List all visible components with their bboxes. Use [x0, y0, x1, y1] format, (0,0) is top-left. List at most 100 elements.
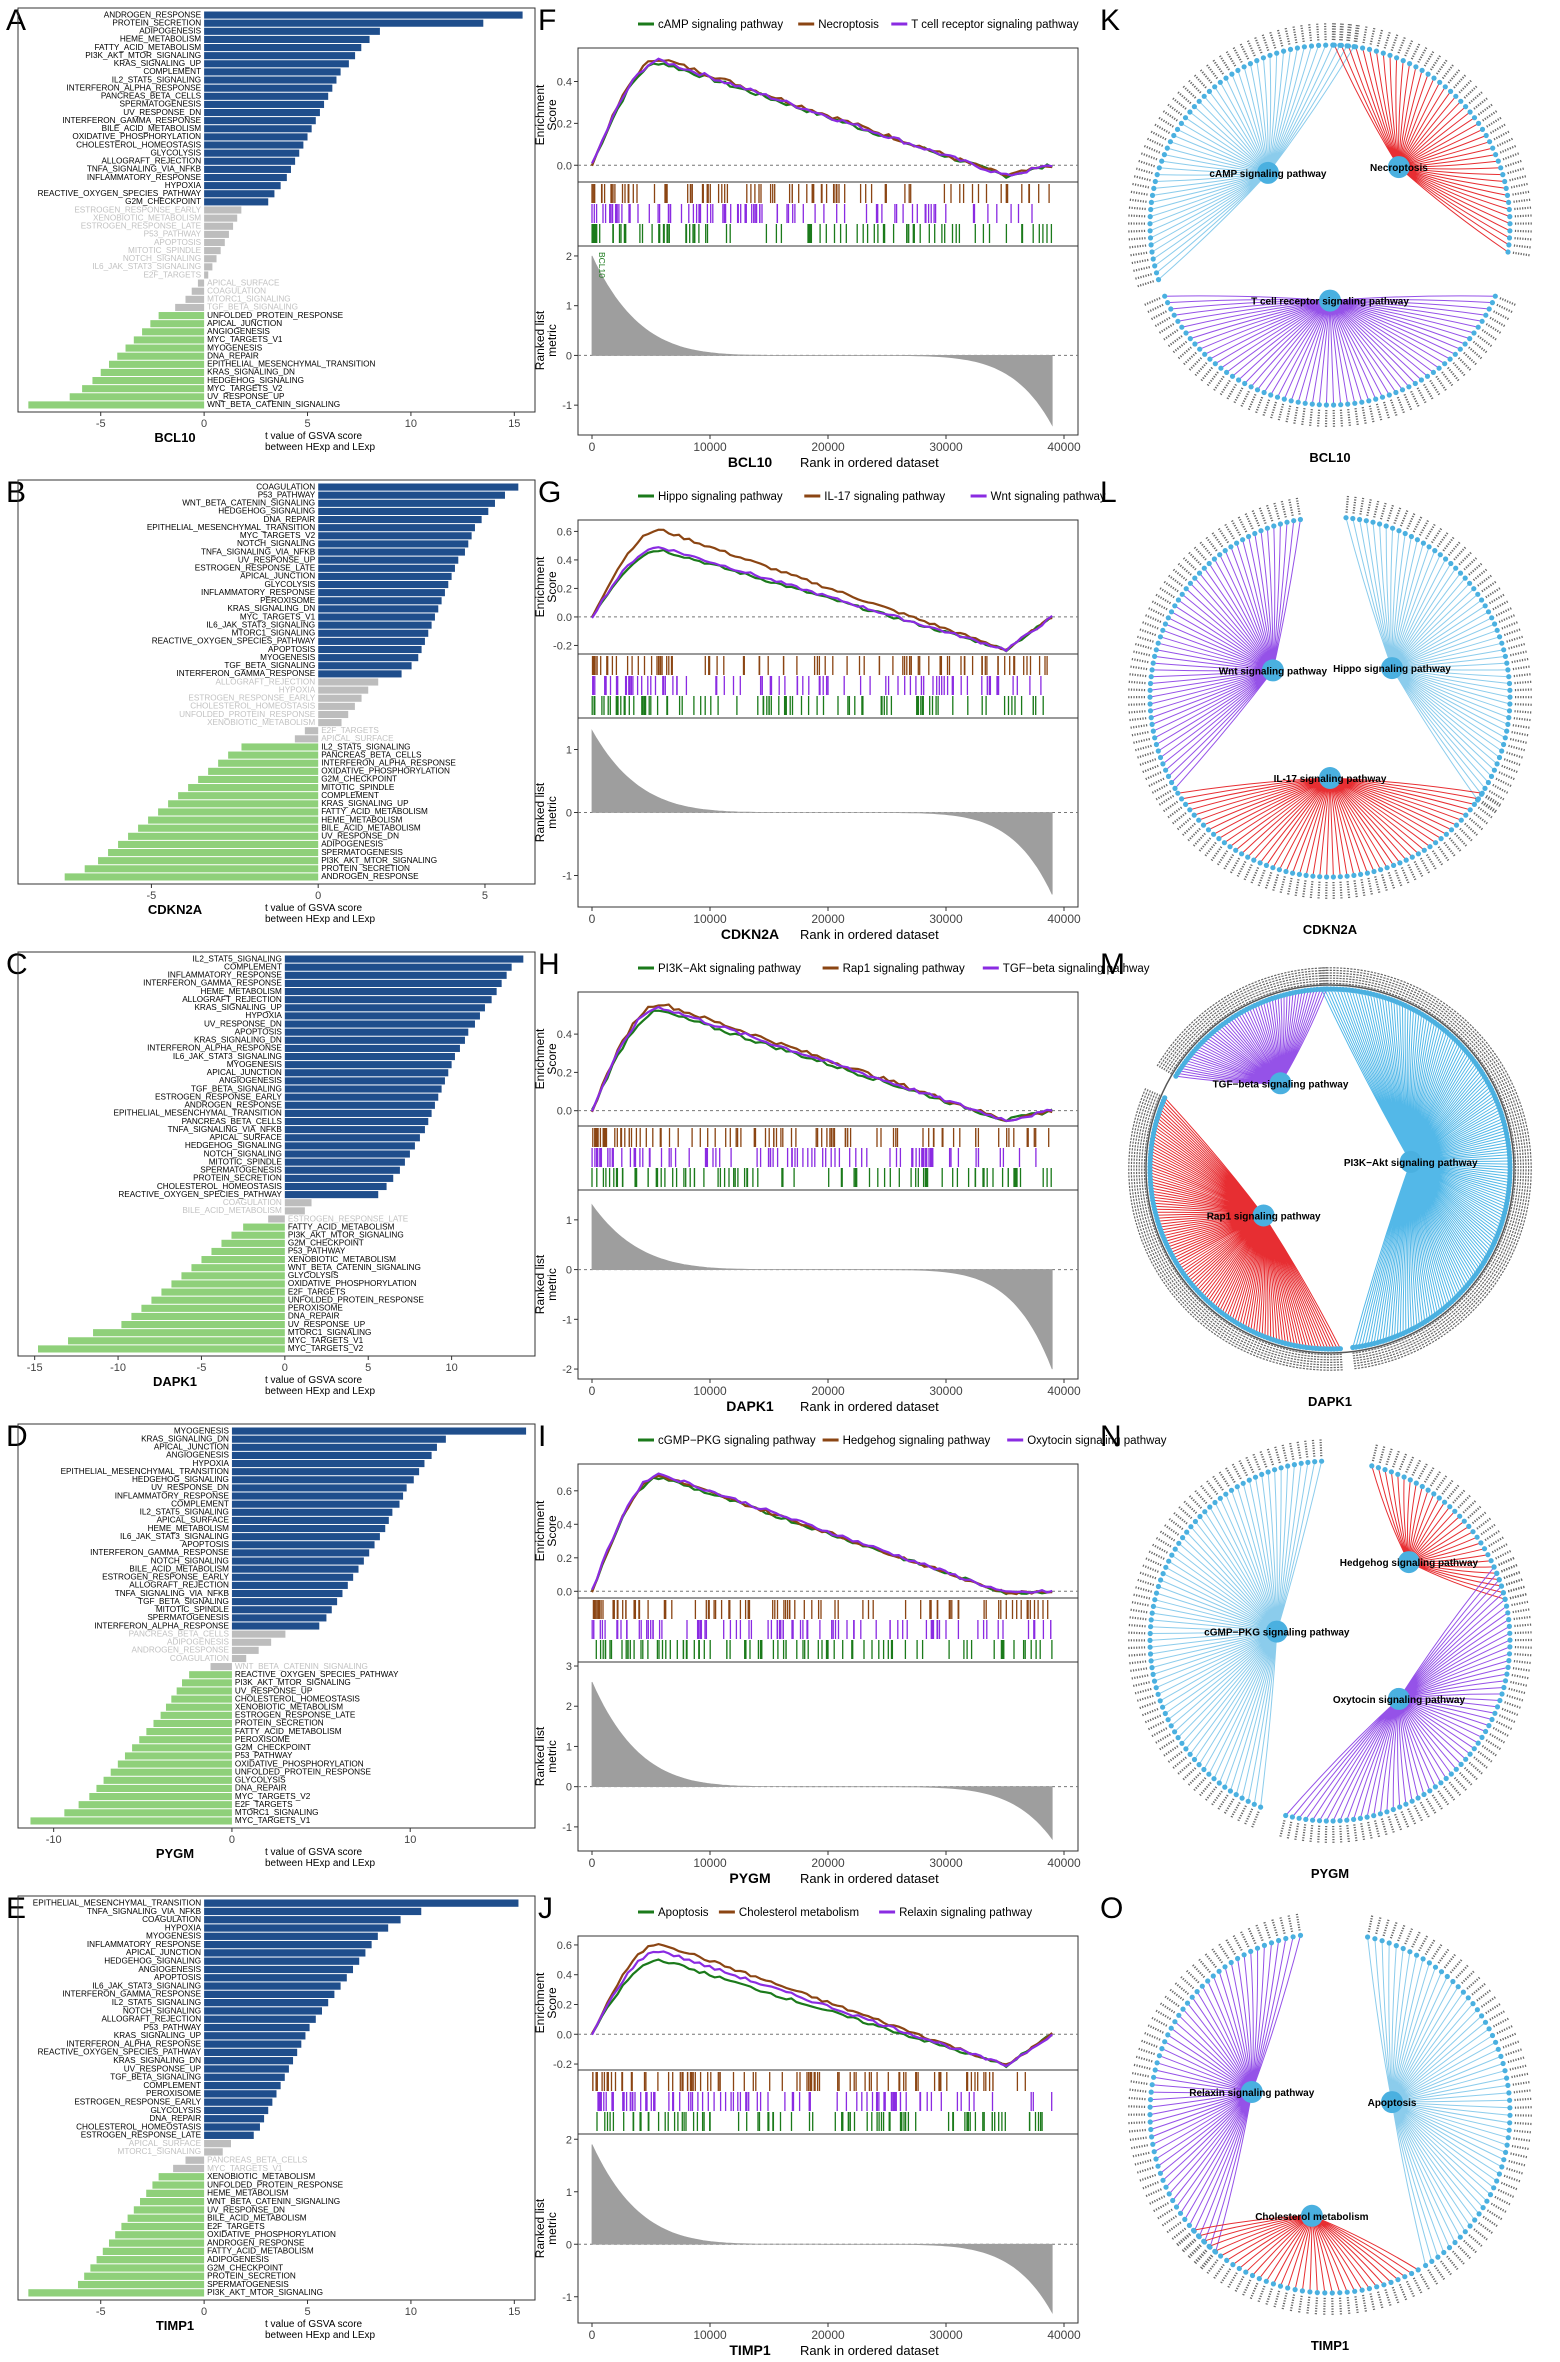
hallmark-bar [181, 1272, 285, 1280]
hallmark-bar [318, 670, 402, 678]
gene-label-mark [1224, 523, 1235, 540]
hallmark-label: ANGIOGENESIS [219, 1076, 282, 1085]
gene-node [1206, 560, 1212, 567]
gene-node [1184, 1529, 1190, 1535]
hallmark-bar [208, 767, 319, 775]
gene-label-mark [1358, 1351, 1364, 1369]
gene-label-mark [1172, 568, 1188, 582]
gene-label-mark [1360, 1823, 1366, 1841]
hallmark-bar [231, 1451, 432, 1459]
gene-label-mark [1287, 1915, 1294, 1933]
gene-label-mark [1398, 2283, 1408, 2301]
network-edges [1149, 1097, 1341, 1350]
hallmark-label: G2M_CHECKPOINT [207, 2263, 283, 2272]
gene-node [1234, 540, 1240, 546]
gene-node [1147, 2112, 1153, 2118]
gene-label-mark [1449, 1308, 1463, 1324]
gene-label-mark [1439, 1316, 1452, 1332]
gene-label-mark [1131, 2071, 1149, 2078]
hallmark-bar [204, 247, 221, 255]
y-tick-label: 0.2 [557, 118, 572, 130]
gene-label-mark [1194, 2250, 1208, 2265]
hallmark-bar [204, 1899, 519, 1907]
gene-label-mark [1136, 2166, 1154, 2174]
gene-node [1506, 715, 1512, 721]
gene-label-mark [1391, 978, 1400, 996]
gene-node [1443, 831, 1449, 837]
gene-node [1166, 2191, 1172, 2197]
hallmark-bar [318, 532, 472, 540]
gene-label-mark [1419, 2273, 1430, 2290]
gene-label-mark [1389, 399, 1398, 417]
x-tick-label: 5 [365, 1362, 371, 1374]
gene-node [1170, 2197, 1176, 2204]
hallmark-label: DNA_REPAIR [263, 515, 315, 524]
hallmark-bar [284, 1182, 387, 1191]
gene-label-mark [1206, 64, 1219, 80]
hallmark-bar [284, 1134, 420, 1142]
gene-label-mark [1458, 551, 1472, 566]
panel-letter: H [538, 948, 560, 981]
gene-node [1246, 533, 1252, 540]
hallmark-bar [204, 2148, 223, 2156]
gene-label-mark [1502, 1234, 1519, 1243]
gene-node [1352, 2288, 1358, 2294]
hallmark-label: ANDROGEN_RESPONSE [132, 1646, 230, 1655]
hallmark-label: APICAL_SURFACE [157, 1516, 230, 1525]
gene-node [1483, 1728, 1489, 1735]
gene-node [1496, 2171, 1502, 2177]
gene-label-mark [1410, 43, 1421, 60]
gene-node [1453, 822, 1460, 828]
hallmark-bar [243, 1223, 285, 1231]
gene-node [1162, 621, 1168, 627]
gene-node [1147, 1630, 1153, 1637]
gene-label-mark [1442, 1314, 1455, 1330]
gene-label-mark [1449, 1959, 1463, 1974]
gene-label-mark [1148, 607, 1165, 617]
gene-label-mark [1153, 1259, 1170, 1270]
hallmark-label: E2F_TARGETS [235, 1800, 293, 1809]
gene-node [1188, 1524, 1194, 1530]
hallmark-bar [231, 1557, 364, 1565]
gene-node [1175, 597, 1181, 603]
gene-label-mark [1273, 502, 1281, 520]
gene-label-mark [1508, 1216, 1526, 1223]
gene-label-mark [1217, 1794, 1229, 1810]
gene-label-mark [1185, 1025, 1200, 1040]
gene-label-mark [1162, 110, 1178, 122]
hallmark-bar [284, 1117, 429, 1126]
hallmark-label: PEROXISOME [260, 596, 316, 605]
x-axis-title: t value of GSVA score [265, 1847, 363, 1858]
hallmark-label: COMPLEMENT [171, 1499, 229, 1508]
gene-label-mark [1371, 1348, 1378, 1366]
gene-label-mark [1319, 1353, 1323, 1371]
hallmark-bar [171, 1280, 285, 1288]
gene-label-mark [1319, 967, 1323, 985]
gene-label-mark [1203, 1009, 1217, 1025]
gene-node [1254, 387, 1261, 393]
gene-node [1151, 185, 1157, 191]
y-tick-label: 2 [566, 2134, 572, 2146]
gene-label-mark [1496, 137, 1514, 147]
hallmark-label: ANGIOGENESIS [138, 1965, 201, 1974]
network-edges [1164, 295, 1496, 406]
y-tick-label: 0.0 [557, 1586, 572, 1598]
hallmark-label: BILE_ACID_METABOLISM [321, 823, 421, 832]
gene-node [1196, 1762, 1202, 1768]
gene-node [1218, 2253, 1224, 2259]
gene-node [1217, 552, 1223, 558]
gene-label-mark [1333, 23, 1336, 41]
gene-label-mark [1388, 977, 1397, 995]
hallmark-label: APICAL_JUNCTION [126, 1948, 201, 1957]
gene-label-mark [1339, 967, 1343, 985]
gene-node [1393, 389, 1399, 396]
gene-label-mark [1375, 1917, 1382, 1935]
gene-label-mark [1287, 971, 1293, 989]
gene-label-mark [1128, 214, 1146, 218]
gene-label-mark [1155, 1536, 1172, 1548]
gene-node [1236, 377, 1242, 383]
gene-node [1246, 1477, 1252, 1483]
gene-node [1148, 715, 1154, 721]
gene-label-mark [1439, 1005, 1451, 1021]
gene-node [1479, 1734, 1485, 1740]
